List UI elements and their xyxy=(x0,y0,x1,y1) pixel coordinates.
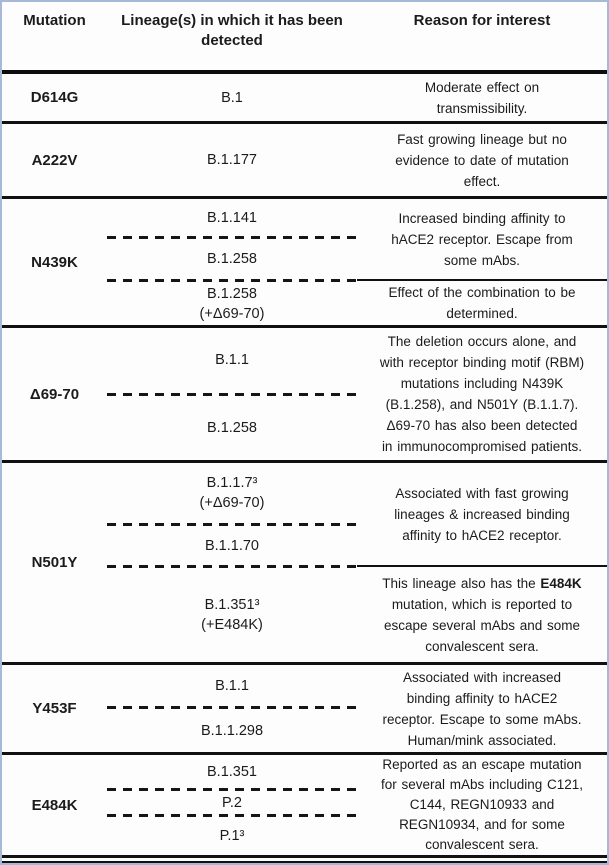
reason-entry: Fast growing lineage but no evidence to … xyxy=(395,131,569,189)
reason-cell: Increased binding affinity to hACE2 rece… xyxy=(357,199,607,325)
table-header-row: Mutation Lineage(s) in which it has been… xyxy=(2,2,607,70)
row-separator-line xyxy=(2,662,607,665)
lineage-entry: B.1.351 xyxy=(207,763,257,780)
mutation-cell: N439K xyxy=(31,253,78,271)
dashed-separator xyxy=(107,814,357,817)
dashed-separator xyxy=(107,565,357,568)
row-separator-line xyxy=(2,752,607,755)
lineage-cell: B.1.141 B.1.258 B.1.258 (+Δ69-70) xyxy=(107,199,357,325)
dashed-separator xyxy=(107,788,357,791)
reason-cell: Associated with increased binding affini… xyxy=(357,665,607,752)
lineage-entry: B.1.1 xyxy=(215,677,249,694)
table-row-e484k: E484K B.1.351 P.2 P.1³ Reported as an es… xyxy=(2,755,607,855)
table-row-del69-70: Δ69-70 B.1.1 B.1.258 The deletion occurs… xyxy=(2,328,607,460)
reason-entry: Reported as an escape mutation for sever… xyxy=(380,757,584,852)
lineage-cell: B.1.351 P.2 P.1³ xyxy=(107,755,357,855)
reason-cell: Reported as an escape mutation for sever… xyxy=(357,755,607,855)
lineage-entry: P.1³ xyxy=(219,828,245,844)
reason-cell: Moderate effect on transmissibility. xyxy=(357,74,607,121)
table-row-y453f: Y453F B.1.1 B.1.1.298 Associated with in… xyxy=(2,665,607,752)
reason-cell: Associated with fast growing lineages & … xyxy=(357,463,607,662)
mutation-cell: A222V xyxy=(31,151,78,169)
header-cell-reason: Reason for interest xyxy=(413,12,551,29)
dashed-separator xyxy=(107,236,357,239)
reason-text: This lineage also has the E484K mutation… xyxy=(382,575,582,654)
lineage-entry: B.1.141 xyxy=(207,209,257,226)
mutation-cell: D614G xyxy=(30,89,79,106)
header-separator-line xyxy=(2,70,607,74)
row-separator-line xyxy=(2,121,607,124)
lineage-entry: B.1.351³ (+E484K) xyxy=(201,597,263,633)
mutation-cell: Δ69-70 xyxy=(29,385,80,403)
lineage-entry: B.1.1.70 xyxy=(204,537,259,554)
lineage-entry: B.1.1.7³ (+Δ69-70) xyxy=(199,475,265,511)
row-separator-line xyxy=(2,196,607,199)
lineage-entry: B.1.258 (+Δ69-70) xyxy=(199,285,265,322)
table-row-n439k: N439K B.1.141 B.1.258 B.1.258 (+Δ69-70) … xyxy=(2,199,607,325)
reason-cell: The deletion occurs alone, and with rece… xyxy=(357,328,607,460)
lineage-entry: B.1.177 xyxy=(207,152,257,168)
dashed-separator xyxy=(107,523,357,526)
lineage-entry: B.1.1.298 xyxy=(200,722,264,739)
lineage-entry: P.2 xyxy=(222,794,242,811)
lineage-cell: B.1.1 B.1.258 xyxy=(107,328,357,460)
reason-entry: Moderate effect on transmissibility. xyxy=(424,79,540,116)
dashed-separator xyxy=(107,392,357,396)
table-row-d614g: D614G B.1 Moderate effect on transmissib… xyxy=(2,74,607,121)
reason-entry: This lineage also has the E484K mutation… xyxy=(357,567,607,662)
table-row-n501y: N501Y B.1.1.7³ (+Δ69-70) B.1.1.70 B.1.35… xyxy=(2,463,607,662)
lineage-entry: B.1.258 xyxy=(207,419,257,436)
reason-entry: Associated with fast growing lineages & … xyxy=(394,485,570,543)
row-separator-line xyxy=(2,460,607,463)
lineage-cell: B.1.177 xyxy=(107,124,357,196)
lineage-cell: B.1 xyxy=(107,74,357,121)
reason-entry: Increased binding affinity to hACE2 rece… xyxy=(391,210,573,268)
table-bottom-double-line xyxy=(2,855,607,863)
dashed-separator xyxy=(107,279,357,282)
header-cell-lineage: Lineage(s) in which it has been detected xyxy=(121,12,343,49)
lineage-entry: B.1 xyxy=(221,89,243,106)
reason-separator-line xyxy=(357,279,607,281)
reason-entry: Effect of the combination to be determin… xyxy=(388,285,576,321)
mutation-cell: N501Y xyxy=(31,554,78,571)
reason-cell: Fast growing lineage but no evidence to … xyxy=(357,124,607,196)
lineage-entry: B.1.258 xyxy=(207,251,257,267)
lineage-cell: B.1.1.7³ (+Δ69-70) B.1.1.70 B.1.351³ (+E… xyxy=(107,463,357,662)
table-row-a222v: A222V B.1.177 Fast growing lineage but n… xyxy=(2,124,607,196)
row-separator-line xyxy=(2,325,607,328)
reason-entry: The deletion occurs alone, and with rece… xyxy=(379,334,585,454)
reason-separator-line xyxy=(357,565,607,567)
header-cell-mutation: Mutation xyxy=(23,12,86,29)
lineage-entry: B.1.1 xyxy=(215,352,249,369)
mutation-cell: E484K xyxy=(31,796,78,814)
mutation-cell: Y453F xyxy=(32,700,77,717)
lineage-cell: B.1.1 B.1.1.298 xyxy=(107,665,357,752)
reason-entry: Associated with increased binding affini… xyxy=(382,669,582,748)
bold-mutation-ref: E484K xyxy=(540,575,582,591)
dashed-separator xyxy=(107,706,357,709)
